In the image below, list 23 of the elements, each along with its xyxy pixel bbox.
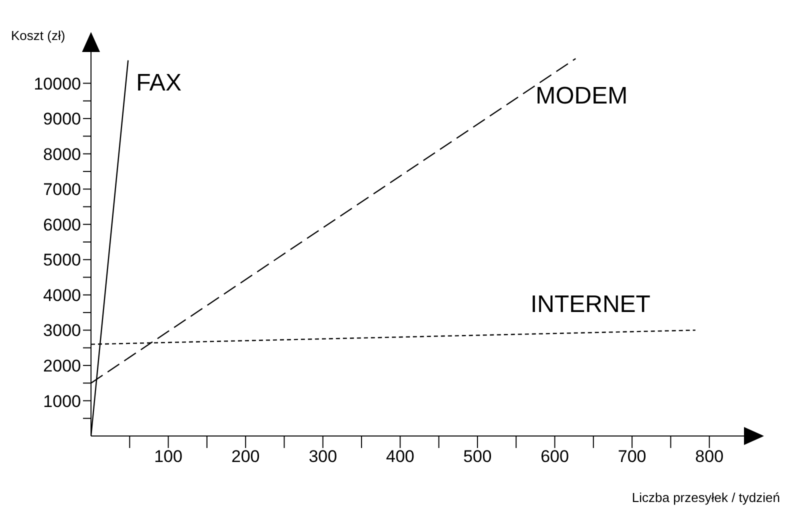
x-tick-label: 500 — [463, 447, 492, 466]
x-tick-label: 300 — [308, 447, 338, 466]
y-tick-label: 5000 — [43, 250, 81, 270]
series-label: MODEM — [536, 82, 628, 110]
y-tick-label: 6000 — [43, 215, 81, 234]
y-tick-label: 2000 — [43, 356, 81, 376]
y-tick-label: 1000 — [43, 392, 81, 411]
y-tick-label: 7000 — [43, 180, 81, 200]
y-tick-label: 10000 — [34, 74, 81, 94]
y-tick-label: 9000 — [43, 110, 81, 129]
series-label: INTERNET — [530, 291, 651, 318]
y-tick-label: 8000 — [43, 144, 81, 164]
y-tick-label: 3000 — [43, 321, 81, 340]
x-tick-label: 600 — [540, 447, 569, 466]
x-tick-label: 200 — [231, 447, 260, 466]
x-tick-label: 400 — [386, 447, 414, 466]
x-tick-label: 100 — [154, 447, 182, 466]
series-label: FAX — [136, 69, 182, 96]
x-tick-label: 700 — [618, 447, 646, 466]
y-tick-label: 4000 — [43, 286, 81, 305]
x-axis-title: Liczba przesyłek / tydzień — [632, 490, 780, 505]
y-axis-title: Koszt (zł) — [11, 28, 66, 43]
x-tick-label: 800 — [695, 447, 724, 466]
